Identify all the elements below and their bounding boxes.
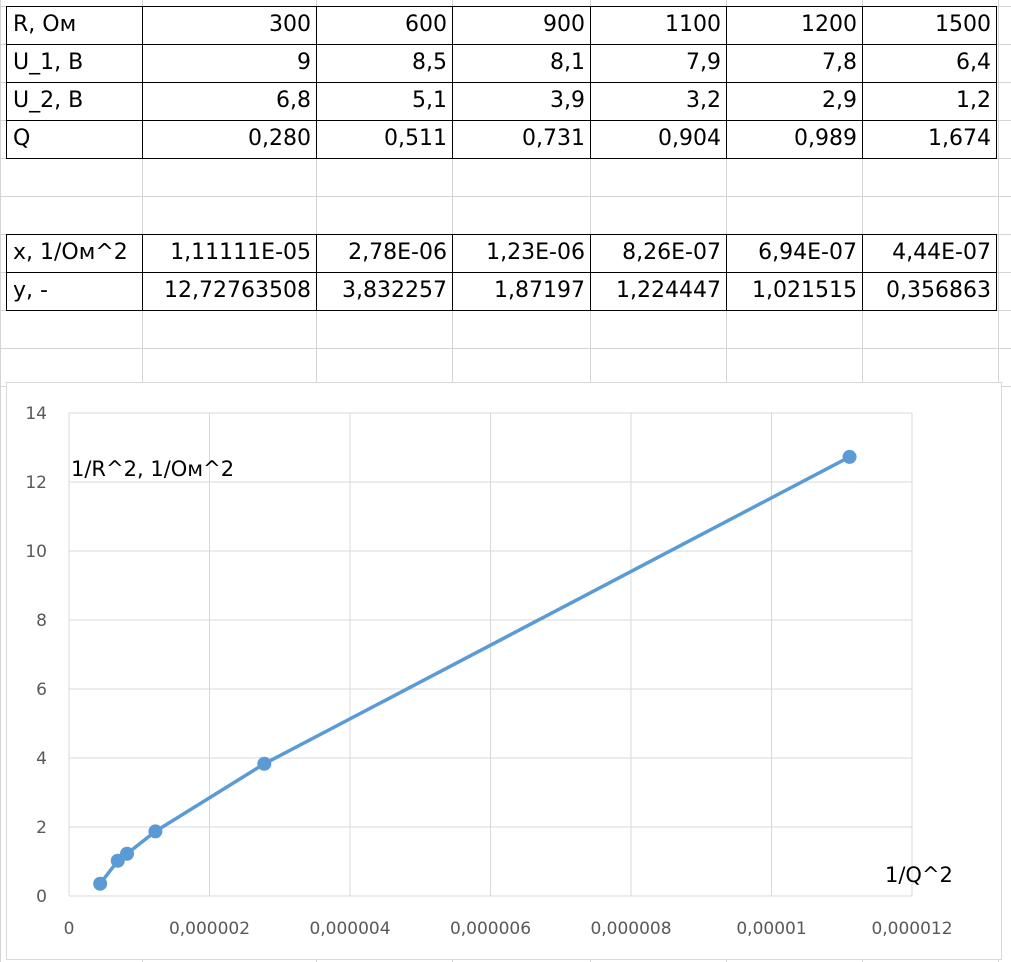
row-label-cell[interactable]: R, Ом: [13, 12, 77, 37]
value-cell[interactable]: 1200: [801, 12, 857, 37]
value-cell[interactable]: 0,904: [658, 126, 721, 151]
value-cell[interactable]: 3,2: [686, 88, 721, 113]
x-tick-label: 0,000012: [871, 919, 952, 939]
x-tick-label: 0,000006: [450, 919, 531, 939]
row-label-cell[interactable]: y, -: [13, 278, 48, 303]
value-cell[interactable]: 8,1: [550, 50, 585, 75]
x-tick-label: 0,000004: [309, 919, 390, 939]
y-tick-label: 8: [36, 611, 47, 631]
data-point: [257, 756, 272, 771]
value-cell[interactable]: 1,87197: [494, 278, 585, 303]
value-cell[interactable]: 2,78E-06: [348, 240, 447, 265]
value-cell[interactable]: 8,26E-07: [622, 240, 721, 265]
x-tick-label: 0: [64, 919, 75, 939]
value-cell[interactable]: 300: [269, 12, 311, 37]
value-cell[interactable]: 0,989: [794, 126, 857, 151]
value-cell[interactable]: 3,9: [550, 88, 585, 113]
data-point: [110, 853, 125, 868]
value-cell[interactable]: 6,4: [956, 50, 991, 75]
line-chart: 0 2 4 6 8 10 12 14 0 0,000002 0,000004 0,000006 0,00…: [25, 404, 953, 939]
x-tick-label: 0,00001: [736, 919, 806, 939]
value-cell[interactable]: 0,280: [248, 126, 311, 151]
value-cell[interactable]: 1100: [665, 12, 721, 37]
value-cell[interactable]: 1,674: [928, 126, 991, 151]
y-tick-label: 6: [36, 680, 47, 700]
value-cell[interactable]: 0,356863: [886, 278, 991, 303]
value-cell[interactable]: 0,731: [522, 126, 585, 151]
value-cell[interactable]: 2,9: [822, 88, 857, 113]
y-tick-label: 4: [36, 749, 47, 769]
value-cell[interactable]: 6,94E-07: [758, 240, 857, 265]
row-label-cell[interactable]: x, 1/Ом^2: [13, 240, 128, 265]
row-label-cell[interactable]: U_2, В: [13, 88, 84, 113]
y-tick-label: 14: [25, 404, 47, 424]
value-cell[interactable]: 1,021515: [752, 278, 857, 303]
chart-area[interactable]: 0 2 4 6 8 10 12 14 0 0,000002 0,000004 0,000006 0,00…: [6, 382, 1002, 960]
data-point: [148, 824, 163, 839]
y-tick-label: 10: [25, 542, 47, 562]
value-cell[interactable]: 900: [543, 12, 585, 37]
value-cell[interactable]: 1,23E-06: [486, 240, 585, 265]
y-axis-label: 1/R^2, 1/Ом^2: [71, 457, 234, 481]
y-tick-label: 0: [36, 887, 47, 907]
series-line: [98, 455, 851, 885]
value-cell[interactable]: 1,2: [956, 88, 991, 113]
y-tick-label: 2: [36, 818, 47, 838]
value-cell[interactable]: 3,832257: [342, 278, 447, 303]
value-cell[interactable]: 9: [297, 50, 311, 75]
x-tick-label: 0,000008: [590, 919, 671, 939]
value-cell[interactable]: 12,72763508: [164, 278, 311, 303]
value-cell[interactable]: 8,5: [412, 50, 447, 75]
row-label-cell[interactable]: Q: [13, 126, 31, 151]
data-point: [842, 449, 857, 464]
x-axis-label: 1/Q^2: [885, 863, 953, 887]
value-cell[interactable]: 600: [405, 12, 447, 37]
value-cell[interactable]: 1,11111E-05: [170, 240, 311, 265]
row-label-cell[interactable]: U_1, В: [13, 50, 84, 75]
x-tick-label: 0,000002: [169, 919, 250, 939]
value-cell[interactable]: 4,44E-07: [892, 240, 991, 265]
value-cell[interactable]: 0,511: [384, 126, 447, 151]
value-cell[interactable]: 1,224447: [616, 278, 721, 303]
value-cell[interactable]: 7,8: [822, 50, 857, 75]
value-cell[interactable]: 7,9: [686, 50, 721, 75]
value-cell[interactable]: 5,1: [412, 88, 447, 113]
value-cell[interactable]: 1500: [935, 12, 991, 37]
value-cell[interactable]: 6,8: [276, 88, 311, 113]
data-point: [93, 876, 108, 891]
y-tick-label: 12: [25, 473, 47, 493]
